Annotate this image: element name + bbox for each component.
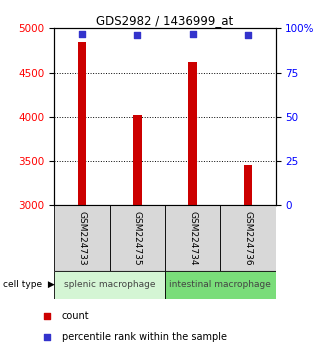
Point (135, 33, 140, 38)
Bar (165, 205, 220, 271)
Point (245, 33, 250, 38)
Text: count: count (62, 311, 89, 321)
Title: GDS2982 / 1436999_at: GDS2982 / 1436999_at (96, 14, 234, 27)
Text: GSM224736: GSM224736 (244, 211, 252, 266)
Point (190, 31, 195, 36)
Bar (54, 205, 110, 271)
Bar (165, 271, 276, 299)
Text: percentile rank within the sample: percentile rank within the sample (62, 332, 227, 342)
Text: splenic macrophage: splenic macrophage (64, 280, 155, 290)
Text: cell type  ▶: cell type ▶ (3, 280, 55, 290)
Bar (244, 166, 252, 205)
Bar (133, 115, 142, 205)
Point (80, 31, 85, 36)
Bar (110, 205, 165, 271)
Point (45, 334, 50, 340)
Text: intestinal macrophage: intestinal macrophage (169, 280, 271, 290)
Bar (54, 271, 165, 299)
Text: GSM224735: GSM224735 (133, 211, 142, 266)
Bar (78, 42, 86, 205)
Bar (220, 205, 276, 271)
Point (45, 313, 50, 319)
Text: GSM224733: GSM224733 (78, 211, 86, 266)
Bar (188, 62, 197, 205)
Text: GSM224734: GSM224734 (188, 211, 197, 265)
